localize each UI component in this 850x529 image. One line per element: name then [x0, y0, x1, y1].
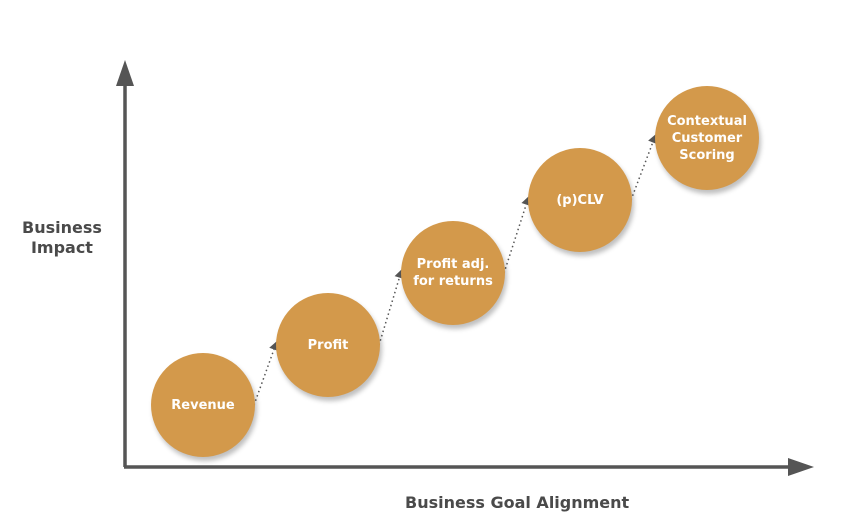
connector-line: [503, 204, 527, 274]
connector-line: [253, 349, 275, 406]
x-axis-arrowhead: [788, 458, 814, 476]
step-profit-adj-returns: Profit adj. for returns: [401, 221, 505, 325]
connector-line: [378, 277, 401, 346]
step-contextual-customer-scoring: Contextual Customer Scoring: [655, 86, 759, 190]
step-revenue: Revenue: [151, 353, 255, 457]
y-axis-label: Business Impact: [22, 218, 102, 257]
step-pclv: (p)CLV: [528, 148, 632, 252]
x-axis-label: Business Goal Alignment: [405, 493, 630, 512]
y-axis-arrowhead: [116, 60, 134, 86]
connector-line: [630, 142, 654, 201]
step-profit: Profit: [276, 293, 380, 397]
